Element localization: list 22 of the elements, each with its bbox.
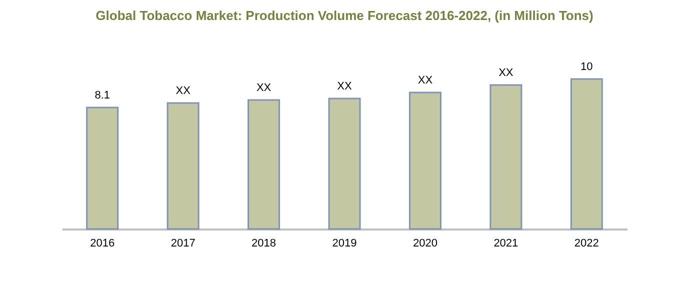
data-label: XX: [256, 82, 272, 94]
x-tick-label: 2022: [574, 238, 599, 250]
bar: [86, 106, 119, 230]
x-tick-label: 2021: [494, 238, 518, 250]
bar: [490, 84, 522, 230]
x-tick-label: 2020: [412, 238, 438, 250]
bar: [328, 98, 361, 230]
data-label: 10: [580, 61, 593, 73]
bar: [408, 92, 442, 230]
x-tick-label: 2019: [332, 238, 357, 250]
bar: [248, 99, 280, 230]
data-label: XX: [498, 67, 514, 79]
data-label: XX: [418, 74, 434, 86]
x-tick-label: 2016: [90, 238, 115, 250]
bar: [166, 102, 200, 230]
chart-title: Global Tobacco Market: Production Volume Forecast 2016-2022, (in Million Tons): [96, 8, 594, 23]
data-label: 8.1: [94, 90, 110, 102]
bar: [570, 78, 603, 230]
data-label: XX: [176, 85, 192, 97]
data-label: XX: [337, 80, 352, 92]
x-tick-label: 2018: [252, 238, 276, 250]
x-tick-label: 2017: [170, 238, 196, 250]
